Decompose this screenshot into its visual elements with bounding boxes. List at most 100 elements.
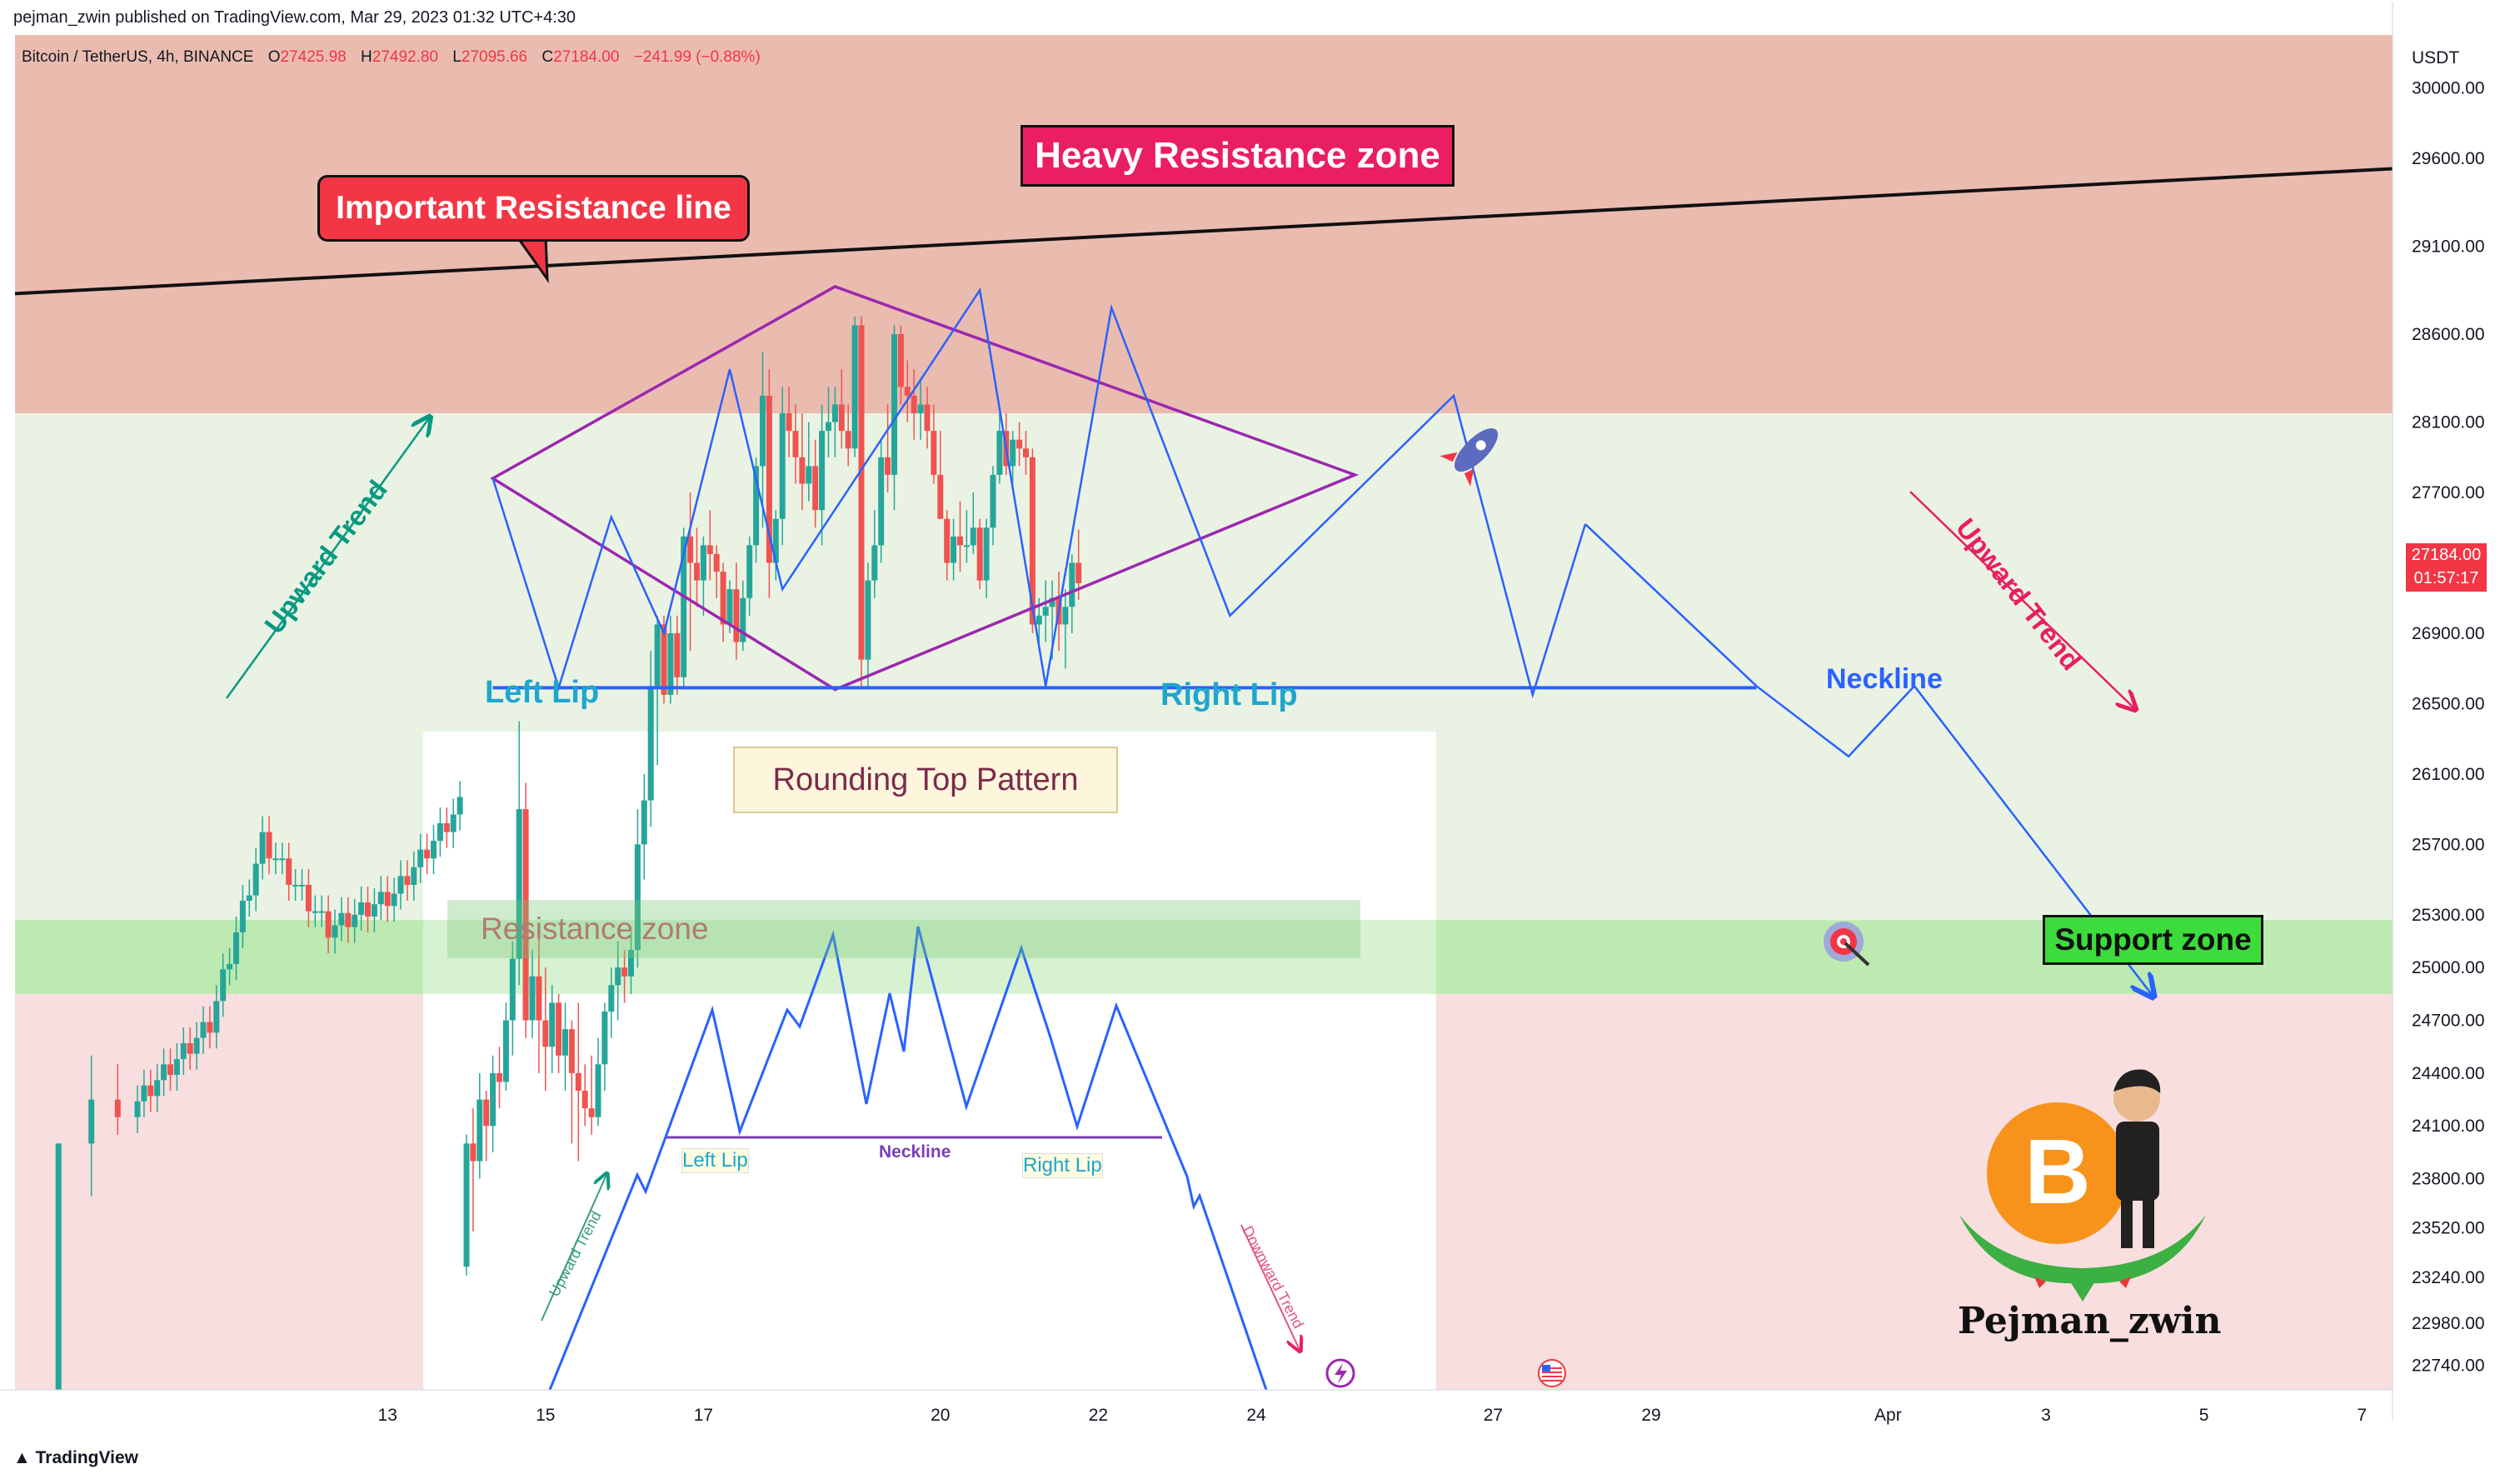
- candle-down[interactable]: [345, 897, 352, 943]
- candle-down[interactable]: [720, 562, 726, 642]
- candle-down[interactable]: [885, 404, 891, 493]
- upward-trend-arrow-left[interactable]: [225, 418, 429, 699]
- right-lip-label[interactable]: Right Lip: [1160, 677, 1298, 712]
- candle-down[interactable]: [404, 860, 411, 901]
- candle-down[interactable]: [687, 492, 694, 652]
- candle-up[interactable]: [562, 1002, 568, 1092]
- zigzag-pattern[interactable]: [492, 287, 1587, 699]
- candle-down[interactable]: [424, 833, 431, 875]
- candle-up[interactable]: [272, 842, 279, 875]
- candle-down[interactable]: [1023, 431, 1029, 475]
- candle-up[interactable]: [233, 916, 239, 980]
- candle-down[interactable]: [897, 325, 904, 405]
- candle-up[interactable]: [970, 492, 976, 554]
- candle-down[interactable]: [957, 501, 963, 572]
- candle-up[interactable]: [450, 798, 457, 848]
- candle-up[interactable]: [431, 825, 437, 875]
- candle-up[interactable]: [865, 562, 871, 687]
- candle-up[interactable]: [647, 651, 654, 827]
- us-flag-event-icon[interactable]: [1538, 1359, 1566, 1387]
- resistance-zone-label[interactable]: Resistance zone: [447, 900, 1360, 958]
- neckline-label[interactable]: Neckline: [1826, 663, 1943, 695]
- candle-down[interactable]: [365, 887, 371, 932]
- candle-down[interactable]: [588, 1055, 595, 1135]
- candle-up[interactable]: [746, 536, 753, 616]
- candle-down[interactable]: [766, 369, 772, 598]
- candle-down[interactable]: [812, 439, 819, 528]
- candle-up[interactable]: [516, 721, 522, 986]
- candle-up[interactable]: [352, 898, 358, 943]
- candle-down[interactable]: [207, 1006, 213, 1049]
- candle-up[interactable]: [819, 404, 826, 546]
- candle-up[interactable]: [397, 860, 404, 910]
- candle-down[interactable]: [944, 510, 951, 581]
- candle-down[interactable]: [694, 527, 700, 607]
- candle-up[interactable]: [654, 615, 661, 766]
- candle-up[interactable]: [180, 1027, 187, 1076]
- important-resistance-line[interactable]: [14, 167, 2393, 296]
- tradingview-logo[interactable]: ▲ TradingView: [13, 1448, 138, 1468]
- candle-down[interactable]: [733, 562, 740, 660]
- candle-up[interactable]: [951, 518, 957, 581]
- candle-up[interactable]: [509, 941, 516, 1056]
- candle-down[interactable]: [497, 1047, 502, 1109]
- candle-up[interactable]: [851, 316, 858, 457]
- candle-up[interactable]: [615, 941, 621, 1021]
- candle-up[interactable]: [154, 1064, 161, 1112]
- upward-trend-arrow-right[interactable]: [1909, 491, 2134, 708]
- candle-up[interactable]: [1069, 553, 1075, 633]
- candle-up[interactable]: [1062, 589, 1069, 669]
- candle-up[interactable]: [463, 1134, 470, 1276]
- candle-up[interactable]: [437, 807, 443, 857]
- candle-down[interactable]: [325, 895, 332, 954]
- candle-up[interactable]: [173, 1042, 180, 1092]
- candle-up[interactable]: [411, 851, 417, 901]
- candle-down[interactable]: [713, 545, 720, 598]
- candle-up[interactable]: [292, 868, 299, 901]
- support-zone-label[interactable]: Support zone: [2043, 915, 2263, 965]
- candle-down[interactable]: [845, 404, 851, 467]
- candle-down[interactable]: [911, 369, 917, 440]
- candle-up[interactable]: [200, 1006, 207, 1054]
- candle-up[interactable]: [983, 518, 990, 598]
- candle-up[interactable]: [628, 932, 634, 994]
- candle-up[interactable]: [891, 325, 897, 511]
- candle-up[interactable]: [213, 985, 220, 1049]
- lightning-event-icon[interactable]: [1325, 1358, 1355, 1388]
- candle-down[interactable]: [621, 950, 628, 1003]
- candle-down[interactable]: [114, 1064, 121, 1135]
- candle-down[interactable]: [266, 816, 272, 875]
- candle-down[interactable]: [706, 510, 713, 581]
- candle-up[interactable]: [417, 833, 424, 883]
- candle-up[interactable]: [779, 387, 786, 546]
- candle-up[interactable]: [996, 413, 1003, 484]
- candle-up[interactable]: [1042, 580, 1049, 642]
- candle-up[interactable]: [826, 387, 831, 457]
- candle-down[interactable]: [858, 316, 865, 687]
- candle-up[interactable]: [161, 1048, 167, 1097]
- candle-up[interactable]: [641, 773, 647, 880]
- candle-down[interactable]: [976, 518, 983, 590]
- candle-up[interactable]: [549, 985, 556, 1073]
- candle-up[interactable]: [332, 909, 338, 954]
- candle-down[interactable]: [556, 993, 562, 1073]
- candle-up[interactable]: [358, 887, 365, 931]
- candle-up[interactable]: [457, 781, 463, 831]
- candle-down[interactable]: [568, 1020, 575, 1144]
- candle-down[interactable]: [786, 387, 792, 457]
- candle-down[interactable]: [904, 360, 911, 422]
- candle-up[interactable]: [318, 895, 325, 927]
- candle-up[interactable]: [608, 967, 615, 1038]
- candle-down[interactable]: [1016, 422, 1023, 467]
- candle-up[interactable]: [878, 439, 885, 563]
- candle-up[interactable]: [740, 580, 746, 652]
- candle-up[interactable]: [279, 842, 286, 875]
- candle-up[interactable]: [338, 897, 345, 942]
- rounding-top-title[interactable]: Rounding Top Pattern: [733, 747, 1118, 813]
- projection-path[interactable]: [1584, 523, 2151, 994]
- candle-down[interactable]: [792, 404, 799, 484]
- candle-up[interactable]: [490, 1055, 497, 1152]
- candle-down[interactable]: [542, 967, 549, 1092]
- diamond-pattern[interactable]: [490, 285, 1360, 692]
- candle-down[interactable]: [443, 807, 450, 848]
